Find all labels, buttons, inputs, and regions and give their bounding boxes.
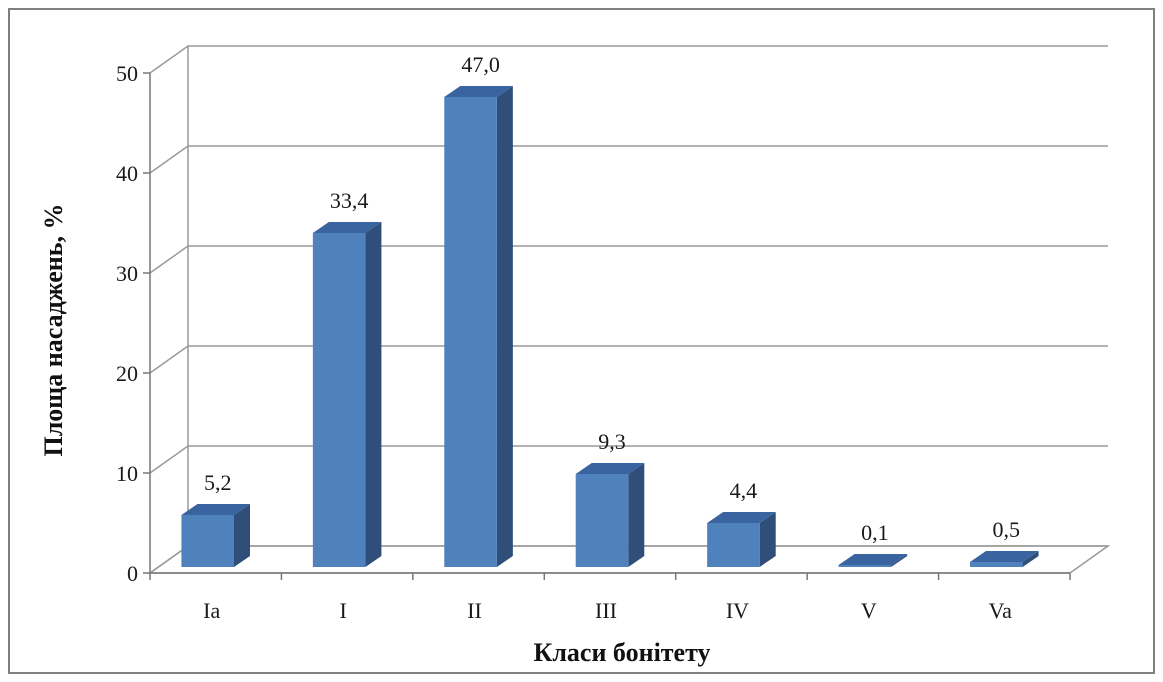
bar-top [181, 504, 250, 515]
bar-side [496, 86, 513, 567]
bar-top [444, 86, 513, 97]
bar [444, 97, 497, 567]
bar [181, 515, 234, 567]
x-category-labels: Ia I II III IV V Va [203, 598, 1012, 623]
data-label: 4,4 [730, 478, 758, 503]
y-tick-label: 10 [116, 461, 138, 486]
bar [970, 562, 1023, 567]
chart-frame: 0 10 20 30 40 50 5,2 33,4 47,0 9,3 4,4 0,1 0,5 Ia I I… [8, 8, 1155, 674]
bar-side [759, 512, 776, 567]
y-tick-label: 30 [116, 261, 138, 286]
x-tick-label: Va [989, 598, 1012, 623]
bars [181, 86, 1039, 567]
y-axis-title: Площа насаджень, % [39, 203, 68, 456]
x-tick-label: I [339, 598, 346, 623]
data-label: 9,3 [598, 429, 626, 454]
bar [707, 523, 760, 567]
data-label: 0,5 [993, 517, 1021, 542]
x-tick-label: Ia [203, 598, 220, 623]
bar-side [234, 504, 250, 567]
bar [312, 233, 366, 567]
gridline [149, 45, 1108, 74]
y-tick-label: 20 [116, 361, 138, 386]
y-tick-labels: 0 10 20 30 40 50 [116, 61, 138, 586]
gridline [149, 145, 1108, 174]
data-label: 47,0 [461, 52, 500, 77]
y-tick-label: 50 [116, 61, 138, 86]
bar-top [312, 222, 382, 233]
data-label: 0,1 [861, 520, 889, 545]
gridline [149, 245, 1108, 274]
y-tick-label: 40 [116, 161, 138, 186]
x-tick-label: IV [726, 598, 749, 623]
data-label: 5,2 [204, 470, 232, 495]
bar-top [575, 463, 645, 474]
x-tick-label: II [467, 598, 482, 623]
bar-top [838, 554, 908, 565]
x-axis-title: Класи бонітету [533, 638, 710, 667]
bar-side [1022, 551, 1039, 567]
bar [838, 565, 892, 567]
x-tick-label: V [861, 598, 877, 623]
bar-top [707, 512, 776, 523]
bar-side [628, 463, 645, 567]
bar-side [365, 222, 382, 567]
y-tick-label: 0 [127, 561, 138, 586]
bar [575, 474, 629, 567]
bar-side [891, 554, 908, 567]
data-labels: 5,2 33,4 47,0 9,3 4,4 0,1 0,5 [204, 52, 1020, 545]
data-label: 33,4 [330, 188, 369, 213]
axes [143, 46, 1071, 580]
gridline [149, 345, 1108, 374]
x-tick-label: III [595, 598, 617, 623]
bar-top [970, 551, 1039, 562]
